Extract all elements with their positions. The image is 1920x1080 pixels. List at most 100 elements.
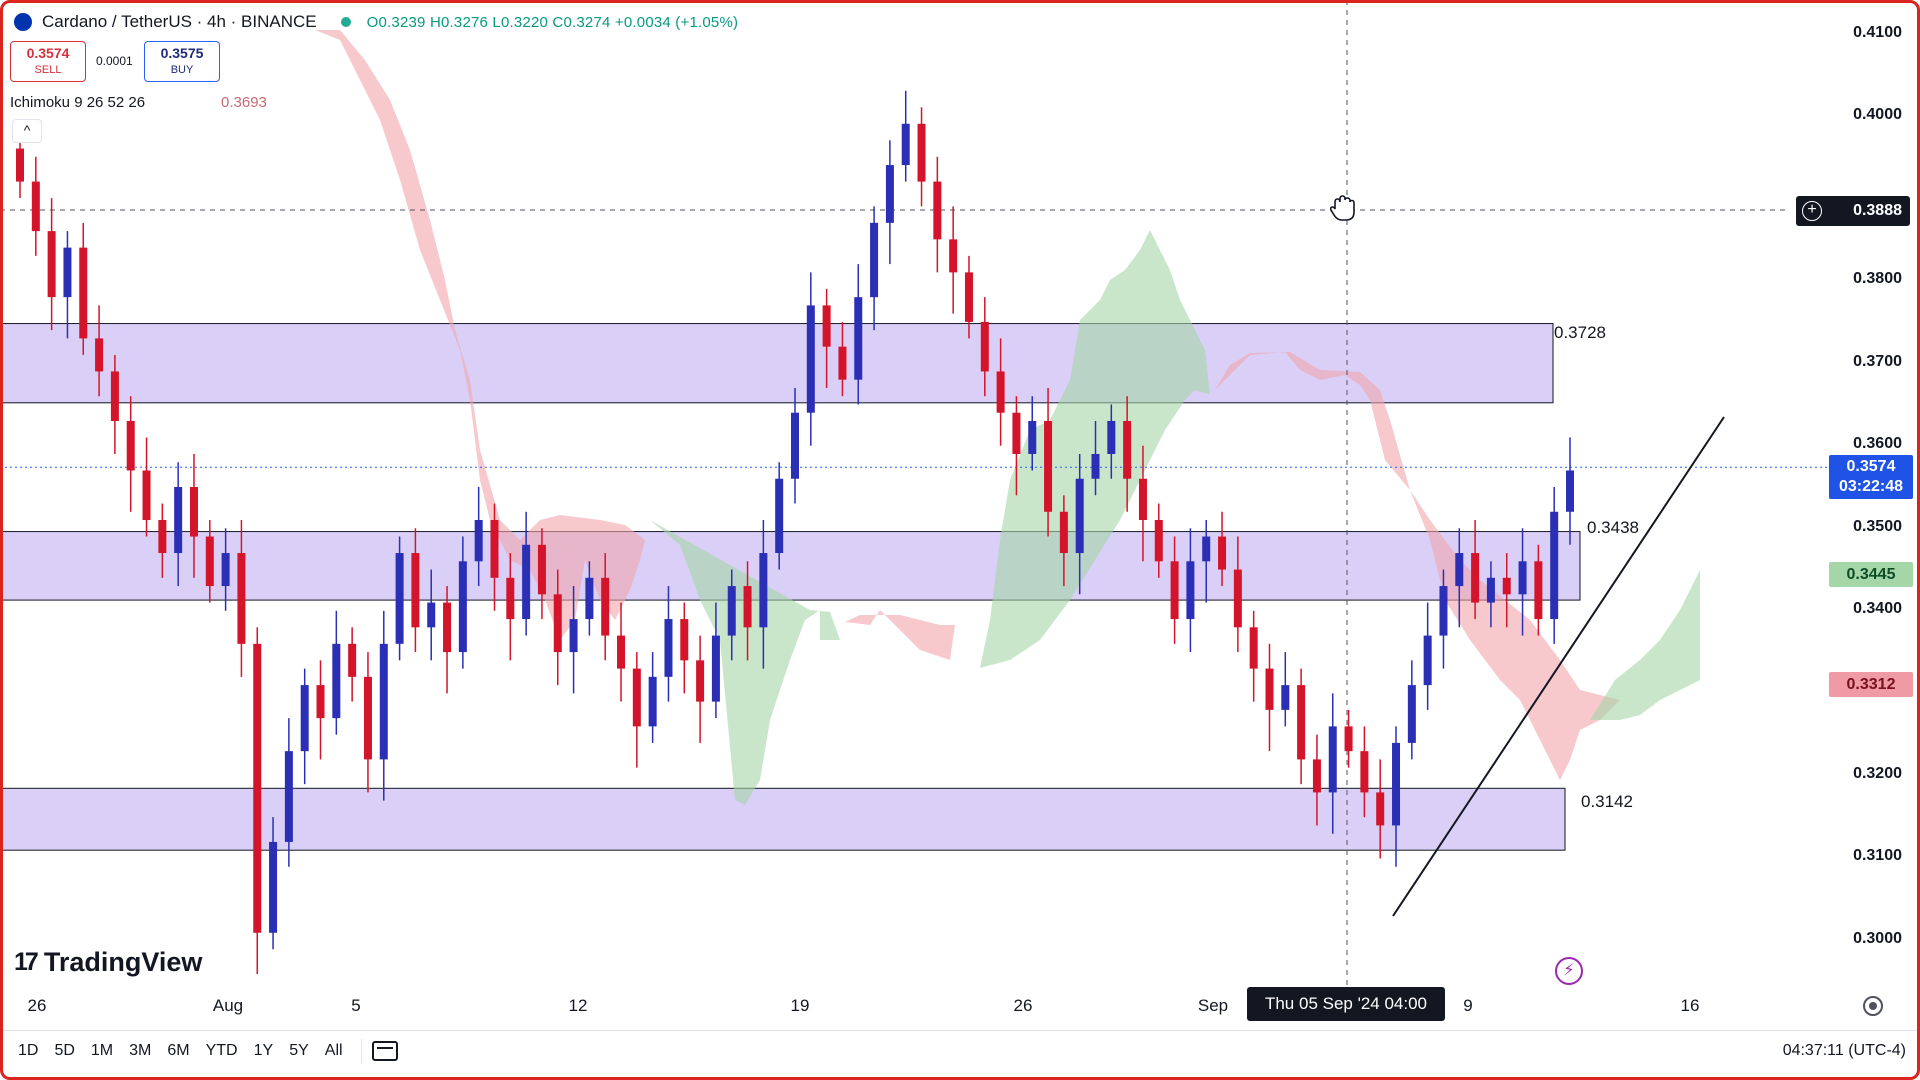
- candle-body: [775, 478, 784, 554]
- collapse-legend-button[interactable]: ^: [12, 119, 42, 143]
- toolbar-divider: [360, 1038, 362, 1063]
- crosshair-price: 0.3888: [1853, 202, 1902, 219]
- candle-body: [1344, 726, 1353, 752]
- price-tick: 0.3100: [1853, 847, 1902, 864]
- candle-body: [1059, 511, 1068, 554]
- candle-body: [1265, 668, 1274, 710]
- indicator-value: 0.3693: [221, 94, 267, 111]
- candle-body: [522, 544, 531, 620]
- candle-body: [885, 165, 894, 223]
- range-all-button[interactable]: All: [324, 1041, 343, 1059]
- time-tick: 26: [1013, 996, 1033, 1015]
- candle-body: [806, 305, 815, 413]
- candle-body: [791, 412, 799, 479]
- price-tick: 0.3600: [1853, 435, 1902, 452]
- crosshair-price-tag[interactable]: + 0.3888: [1796, 196, 1910, 226]
- candle-body: [1550, 511, 1559, 620]
- cardano-logo-icon: [14, 13, 32, 31]
- candle-body: [949, 239, 958, 273]
- symbol-title[interactable]: Cardano / TetherUS · 4h · BINANCE: [42, 12, 317, 31]
- range-3m-button[interactable]: 3M: [129, 1041, 152, 1059]
- support-resistance-zone: [0, 323, 1554, 404]
- sell-button[interactable]: 0.3574 SELL: [10, 41, 86, 82]
- candle-body: [870, 222, 879, 298]
- candle-body: [158, 520, 167, 554]
- tradingview-logo[interactable]: 17 TradingView: [14, 945, 202, 979]
- sell-price: 0.3574: [26, 45, 70, 61]
- candle-body: [617, 635, 626, 669]
- ichimoku-cloud-bearish: [845, 610, 955, 660]
- candle-body: [1107, 420, 1116, 454]
- candle-body: [79, 247, 88, 339]
- candle-body: [1407, 685, 1416, 743]
- candle-body: [332, 643, 341, 719]
- candle-body: [996, 371, 1005, 413]
- candle-body: [1249, 627, 1258, 669]
- ohlc-values: O0.3239 H0.3276 L0.3220 C0.3274 +0.0034 …: [366, 13, 739, 31]
- settings-icon[interactable]: [1863, 996, 1883, 1016]
- candle-body: [31, 181, 40, 232]
- candle-body: [1534, 561, 1543, 620]
- candle-body: [126, 420, 135, 471]
- tradingview-wordmark: TradingView: [43, 946, 203, 977]
- senkou-a-tag: 0.3445: [1829, 562, 1913, 587]
- range-5d-button[interactable]: 5D: [54, 1041, 75, 1059]
- lightning-icon[interactable]: ⚡: [1555, 957, 1583, 985]
- candle-body: [696, 660, 705, 702]
- candle-body: [1502, 577, 1511, 595]
- candle-body: [110, 371, 119, 421]
- candle-body: [427, 602, 436, 628]
- candle-body: [1518, 561, 1527, 595]
- candle-body: [1044, 420, 1053, 512]
- indicator-legend[interactable]: Ichimoku 9 26 52 26: [10, 94, 146, 111]
- range-1y-button[interactable]: 1Y: [253, 1041, 274, 1059]
- time-tick: 16: [1680, 996, 1700, 1015]
- candle-body: [300, 685, 309, 752]
- candle-body: [1423, 635, 1432, 686]
- candle-body: [16, 148, 24, 182]
- time-tick: Aug: [212, 996, 244, 1015]
- symbol-header[interactable]: Cardano / TetherUS · 4h · BINANCE O0.323…: [14, 9, 738, 35]
- candle-body: [1392, 742, 1401, 826]
- candle-body: [284, 751, 293, 842]
- candle-body: [458, 561, 467, 653]
- tradingview-mark-icon: 17: [14, 947, 39, 976]
- candle-body: [1028, 420, 1037, 454]
- range-1d-button[interactable]: 1D: [18, 1041, 39, 1059]
- buy-label: BUY: [170, 64, 194, 76]
- candle-body: [1297, 685, 1306, 760]
- range-6m-button[interactable]: 6M: [167, 1041, 190, 1059]
- candle-body: [585, 577, 594, 620]
- go-to-date-icon[interactable]: [371, 1040, 398, 1061]
- candle-body: [316, 685, 325, 719]
- candle-body: [537, 544, 546, 595]
- range-ytd-button[interactable]: YTD: [205, 1041, 238, 1059]
- range-1m-button[interactable]: 1M: [90, 1041, 114, 1059]
- candle-body: [189, 487, 198, 537]
- timezone-clock[interactable]: 04:37:11 (UTC-4): [1782, 1041, 1906, 1059]
- buy-button[interactable]: 0.3575 BUY: [144, 41, 220, 82]
- candle-body: [1471, 553, 1480, 603]
- add-alert-icon[interactable]: +: [1802, 201, 1822, 221]
- spread-value: 0.0001: [96, 54, 133, 68]
- candle-body: [933, 181, 942, 240]
- range-5y-button[interactable]: 5Y: [289, 1041, 309, 1059]
- price-tick: 0.3000: [1853, 930, 1902, 947]
- market-status-icon: [340, 17, 351, 27]
- buy-price: 0.3575: [160, 45, 204, 61]
- trend-line: [1392, 416, 1725, 917]
- senkou-b-tag: 0.3312: [1829, 672, 1913, 697]
- candle-body: [1566, 470, 1574, 512]
- price-tick: 0.4100: [1853, 24, 1902, 41]
- candle-body: [411, 553, 420, 628]
- candle-body: [917, 123, 926, 182]
- price-tick: 0.3500: [1853, 518, 1902, 535]
- candle-body: [711, 635, 720, 702]
- bar-countdown: 03:22:48: [1838, 478, 1904, 495]
- candle-body: [142, 470, 151, 521]
- candle-body: [1123, 420, 1132, 479]
- candle-body: [980, 321, 989, 372]
- candle-body: [601, 577, 610, 636]
- candle-body: [363, 676, 372, 760]
